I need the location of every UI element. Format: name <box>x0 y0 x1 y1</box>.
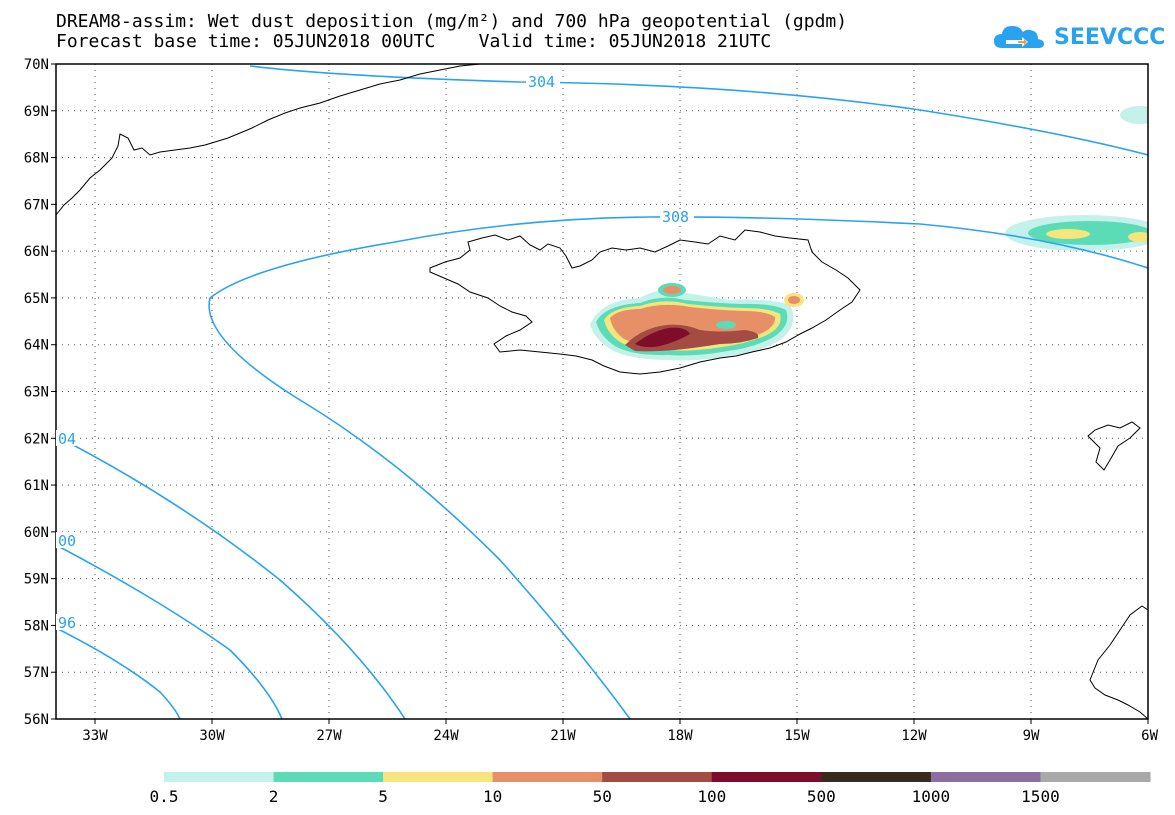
faroe-islands-coast <box>1087 421 1141 471</box>
colorbar-swatch-4 <box>602 772 713 782</box>
lat-label-56N: 56N <box>24 712 49 728</box>
lat-label-58N: 58N <box>24 618 49 634</box>
lat-label-64N: 64N <box>24 338 49 354</box>
lon-label-18W: 18W <box>667 728 693 744</box>
greenland-coast <box>56 64 481 216</box>
lon-label-27W: 27W <box>316 728 342 744</box>
lon-label-9W: 9W <box>1023 728 1040 744</box>
coastlines <box>56 64 1148 719</box>
colorbar-label-4: 50 <box>593 787 612 806</box>
lon-label-21W: 21W <box>550 728 576 744</box>
iceland-coast <box>429 229 861 375</box>
colorbar-label-6: 500 <box>807 787 836 806</box>
contour-304-southwest <box>56 435 406 719</box>
longitude-labels: 33W 30W 27W 24W 21W 18W 15W 12W 9W 6W <box>82 719 1159 744</box>
cloud-logo-icon <box>994 26 1044 48</box>
lon-label-6W: 6W <box>1141 728 1158 744</box>
lat-label-61N: 61N <box>24 478 49 494</box>
contour-308 <box>208 216 1148 719</box>
colorbar-swatch-6 <box>821 772 932 782</box>
lat-label-63N: 63N <box>24 385 49 401</box>
colorbar-label-0: 0.5 <box>150 787 179 806</box>
contour-label-304: 304 <box>528 73 555 91</box>
contour-label-308: 308 <box>662 208 689 226</box>
lon-label-24W: 24W <box>433 728 459 744</box>
latitude-labels: 70N 69N 68N 67N 66N 65N 64N 63N 62N 61N 60N 59N 58N 5… <box>24 57 56 728</box>
lat-label-57N: 57N <box>24 665 49 681</box>
logo-text: SEEVCCC <box>1054 24 1166 50</box>
colorbar-swatch-2 <box>383 772 494 782</box>
dust-deposition-field <box>590 106 1148 361</box>
colorbar-label-3: 10 <box>483 787 502 806</box>
lat-label-66N: 66N <box>24 244 49 260</box>
scotland-coast <box>1089 605 1148 719</box>
colorbar-label-8: 1500 <box>1021 787 1060 806</box>
colorbar-label-1: 2 <box>269 787 279 806</box>
colorbar: 0.5 2 5 10 50 100 500 1000 1500 <box>150 772 1151 806</box>
colorbar-label-5: 100 <box>697 787 726 806</box>
lon-label-12W: 12W <box>901 728 927 744</box>
colorbar-swatch-0 <box>164 772 275 782</box>
contour-label-96: 96 <box>58 614 76 632</box>
contour-300 <box>56 544 283 719</box>
graticule <box>56 64 1148 719</box>
lat-label-59N: 59N <box>24 572 49 588</box>
colorbar-label-2: 5 <box>378 787 388 806</box>
colorbar-swatch-1 <box>273 772 384 782</box>
lat-label-60N: 60N <box>24 525 49 541</box>
lat-label-65N: 65N <box>24 291 49 307</box>
colorbar-swatch-5 <box>711 772 822 782</box>
colorbar-swatch-3 <box>492 772 603 782</box>
lat-label-69N: 69N <box>24 104 49 120</box>
map-subtitle-times: Forecast base time: 05JUN2018 00UTC Vali… <box>56 31 772 52</box>
seevccc-logo: SEEVCCC <box>992 22 1165 52</box>
map-title: DREAM8-assim: Wet dust deposition (mg/m²… <box>56 11 848 32</box>
colorbar-label-7: 1000 <box>912 787 951 806</box>
contour-label-00: 00 <box>58 532 76 550</box>
lat-label-67N: 67N <box>24 197 49 213</box>
colorbar-swatch-7 <box>930 772 1041 782</box>
contour-label-04: 04 <box>58 430 76 448</box>
lat-label-62N: 62N <box>24 431 49 447</box>
contour-296 <box>56 627 181 719</box>
geopotential-contours <box>56 65 1148 719</box>
contour-304-north <box>249 65 1148 156</box>
lat-label-68N: 68N <box>24 151 49 167</box>
lon-label-30W: 30W <box>199 728 225 744</box>
lat-label-70N: 70N <box>24 57 49 73</box>
lon-label-33W: 33W <box>82 728 108 744</box>
contour-labels: 304 308 04 00 96 <box>56 73 694 632</box>
colorbar-swatch-8 <box>1040 772 1151 782</box>
lon-label-15W: 15W <box>784 728 810 744</box>
